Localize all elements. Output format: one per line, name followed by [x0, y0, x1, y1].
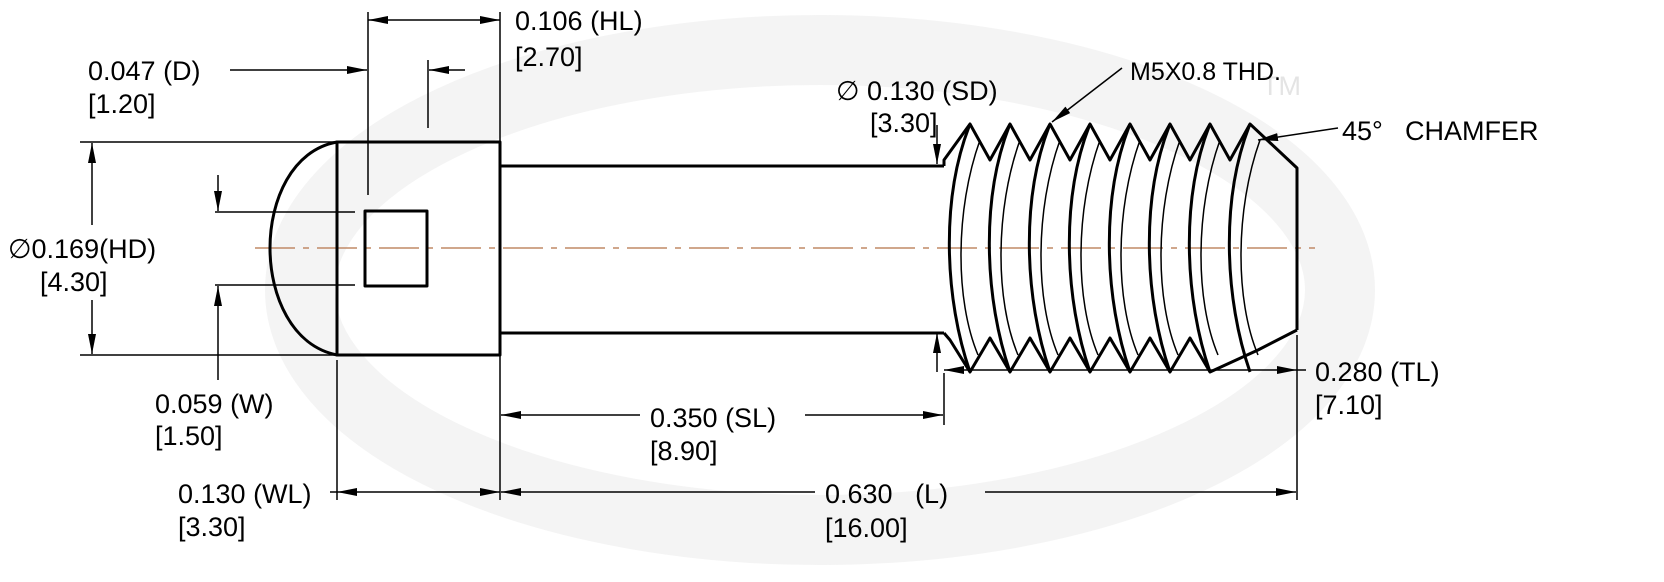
thread-root [1080, 139, 1101, 356]
dimension-metric: [1.20] [88, 89, 156, 119]
head [335, 140, 502, 357]
thread-crest [1147, 123, 1172, 373]
chamfer-note: CHAMFER [1405, 116, 1539, 146]
thread-crest [947, 123, 972, 373]
thread-crest [1067, 123, 1092, 373]
dimension-metric: [3.30] [870, 108, 938, 138]
extension-line [336, 333, 1298, 500]
watermark-text: TM [1262, 71, 1301, 101]
dimension-label: 0.280 (TL) [1315, 357, 1440, 387]
dimension-label: 0.350 (SL) [650, 403, 776, 433]
watermark-logo [265, 15, 1375, 565]
thread-outline [942, 122, 1299, 330]
dimension-metric: [16.00] [825, 513, 908, 543]
thread-note: M5X0.8 THD. [1130, 58, 1281, 86]
thread-root [1040, 139, 1061, 356]
thread-crest [1107, 123, 1132, 373]
shank [500, 164, 944, 335]
dimension-label: 0.059 (W) [155, 389, 274, 419]
dimension-metric: [3.30] [178, 512, 246, 542]
dimension-label: 0.630 (L) [825, 479, 948, 509]
thread-root [1120, 139, 1141, 356]
thread-crest [1027, 123, 1052, 373]
extension-line [367, 12, 501, 195]
thread [942, 122, 1299, 374]
dimension-metric: [1.50] [155, 421, 223, 451]
dimension-metric: [2.70] [515, 42, 583, 72]
leader-line [1051, 67, 1123, 123]
dimension-metric: [4.30] [40, 267, 108, 297]
thread-crest [1187, 123, 1212, 373]
thread-crest [987, 123, 1012, 373]
thread-root [1240, 139, 1261, 356]
dimension-label: 0.106 (HL) [515, 6, 643, 36]
dimension-label: ∅ 0.130 (SD) [836, 76, 998, 106]
chamfer-angle: 45° [1342, 116, 1383, 146]
dimension-label: 0.047 (D) [88, 56, 201, 86]
thread-root [1160, 139, 1181, 356]
thread-root [1200, 139, 1221, 356]
thread-crest [1227, 123, 1252, 373]
head-dome [268, 140, 338, 357]
thread-root [960, 139, 981, 356]
extension-line [215, 211, 355, 286]
thread-root [1000, 139, 1021, 356]
socket [363, 209, 429, 288]
dimension-label: 0.130 (WL) [178, 479, 312, 509]
extension-line [80, 141, 337, 356]
leader-line [1257, 127, 1339, 141]
dimension-metric: [8.90] [650, 436, 718, 466]
dimension-label: ∅0.169(HD) [8, 234, 156, 264]
dimension-metric: [7.10] [1315, 390, 1383, 420]
